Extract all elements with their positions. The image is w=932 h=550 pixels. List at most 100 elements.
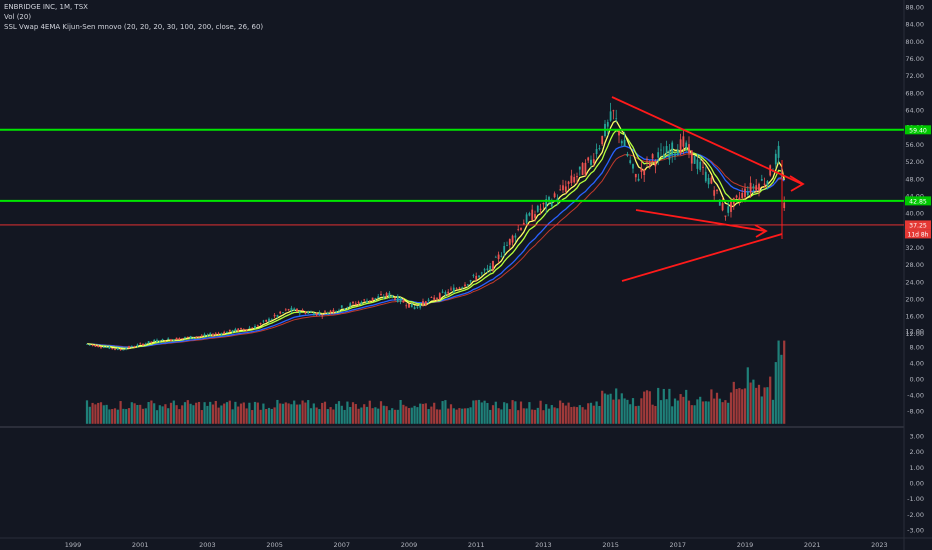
volume-bar	[203, 402, 206, 424]
volume-bar	[732, 381, 735, 424]
time-axis-tick: 2023	[871, 541, 888, 549]
volume-bar	[239, 403, 243, 424]
candle-body	[128, 346, 130, 348]
volume-bar	[242, 402, 245, 424]
volume-bar	[147, 402, 150, 424]
candle-body	[178, 338, 181, 340]
candle-body	[486, 268, 489, 270]
volume-bar	[424, 403, 427, 424]
volume-bar	[329, 407, 332, 424]
candle-body	[158, 341, 161, 343]
volume-bar	[223, 403, 226, 424]
volume-bar	[491, 405, 495, 424]
candle-body	[710, 177, 713, 184]
volume-bar	[307, 400, 310, 424]
candle-body	[248, 327, 251, 329]
volume-bar	[561, 402, 565, 424]
candle-body	[340, 305, 343, 308]
candle-body	[170, 339, 172, 341]
candle-body	[410, 303, 413, 308]
volume-indicator-label: Vol (20)	[4, 13, 32, 21]
volume-bar	[351, 402, 355, 424]
volume-bar	[337, 401, 341, 424]
candle-body	[455, 288, 458, 290]
price-axis-tick: 68.00	[905, 89, 924, 97]
volume-bar	[603, 393, 607, 424]
annotation-uptrend-line[interactable]	[621, 233, 783, 282]
oscillator-axis-tick: 1.00	[910, 464, 924, 472]
volume-bar	[657, 387, 660, 424]
annotation-resistance-line[interactable]	[611, 96, 803, 185]
volume-bar	[668, 388, 671, 424]
volume-bar	[645, 390, 649, 424]
ema-indicator-label: SSL Vwap 4EMA Kijun-Sen mnovo (20, 20, 2…	[4, 23, 264, 31]
volume-bar	[783, 340, 786, 424]
volume-bar	[741, 389, 744, 424]
volume-bar	[231, 409, 234, 424]
volume-bar	[323, 401, 327, 424]
candle-body	[228, 329, 231, 332]
candle-body	[615, 118, 618, 120]
candle-body	[223, 331, 226, 334]
candle-body	[147, 341, 150, 344]
candle-body	[97, 345, 100, 347]
volume-bar	[729, 392, 733, 424]
volume-bar	[536, 407, 539, 424]
candle-body	[466, 284, 469, 286]
candle-body	[545, 199, 548, 208]
volume-bar	[133, 403, 136, 424]
volume-bar	[503, 402, 506, 424]
volume-bar	[721, 402, 724, 424]
volume-bar	[679, 394, 682, 424]
candle-body	[503, 245, 506, 253]
volume-bar	[164, 404, 167, 424]
candle-body	[693, 155, 696, 164]
candle-body	[696, 159, 699, 169]
volume-bar	[601, 390, 604, 424]
volume-bar	[637, 405, 640, 424]
candle-body	[354, 303, 357, 305]
volume-bar	[699, 396, 702, 424]
candle-body	[679, 139, 682, 154]
volume-bar	[483, 400, 486, 424]
volume-bar	[343, 409, 346, 424]
volume-bar	[421, 403, 425, 424]
volume-bar	[517, 410, 520, 424]
candle-body	[741, 192, 744, 199]
volume-bar	[486, 402, 489, 424]
volume-bar	[463, 408, 467, 424]
annotation-support-line[interactable]	[635, 209, 766, 232]
candle-body	[632, 164, 634, 169]
volume-bar	[559, 400, 562, 424]
candle-body	[447, 291, 450, 294]
candle-body	[360, 301, 363, 305]
volume-bar	[108, 409, 111, 424]
volume-bar	[385, 406, 388, 424]
volume-bar	[640, 398, 643, 424]
candle-body	[480, 272, 483, 274]
candle-body	[433, 297, 436, 300]
candle-body	[536, 205, 539, 212]
candle-body	[144, 343, 147, 345]
candle-body	[318, 312, 321, 315]
volume-bar	[533, 409, 537, 424]
candle-body	[634, 173, 637, 178]
volume-bar	[707, 401, 710, 424]
volume-bar	[477, 399, 481, 424]
volume-bar	[388, 410, 391, 424]
candle-body	[181, 338, 184, 340]
annotation-arrow-head	[754, 224, 768, 238]
candle-body	[276, 315, 279, 317]
candle-body	[396, 296, 399, 302]
volume-bar	[161, 406, 164, 424]
volume-bar	[349, 406, 352, 424]
candle-body	[343, 308, 346, 310]
volume-axis-tick: -4.00	[907, 392, 924, 400]
candle-body	[385, 293, 388, 296]
volume-bar	[531, 409, 534, 424]
volume-bar	[158, 405, 161, 424]
volume-bar	[522, 408, 525, 424]
time-axis-tick: 2013	[535, 541, 552, 549]
volume-bar	[598, 406, 601, 424]
